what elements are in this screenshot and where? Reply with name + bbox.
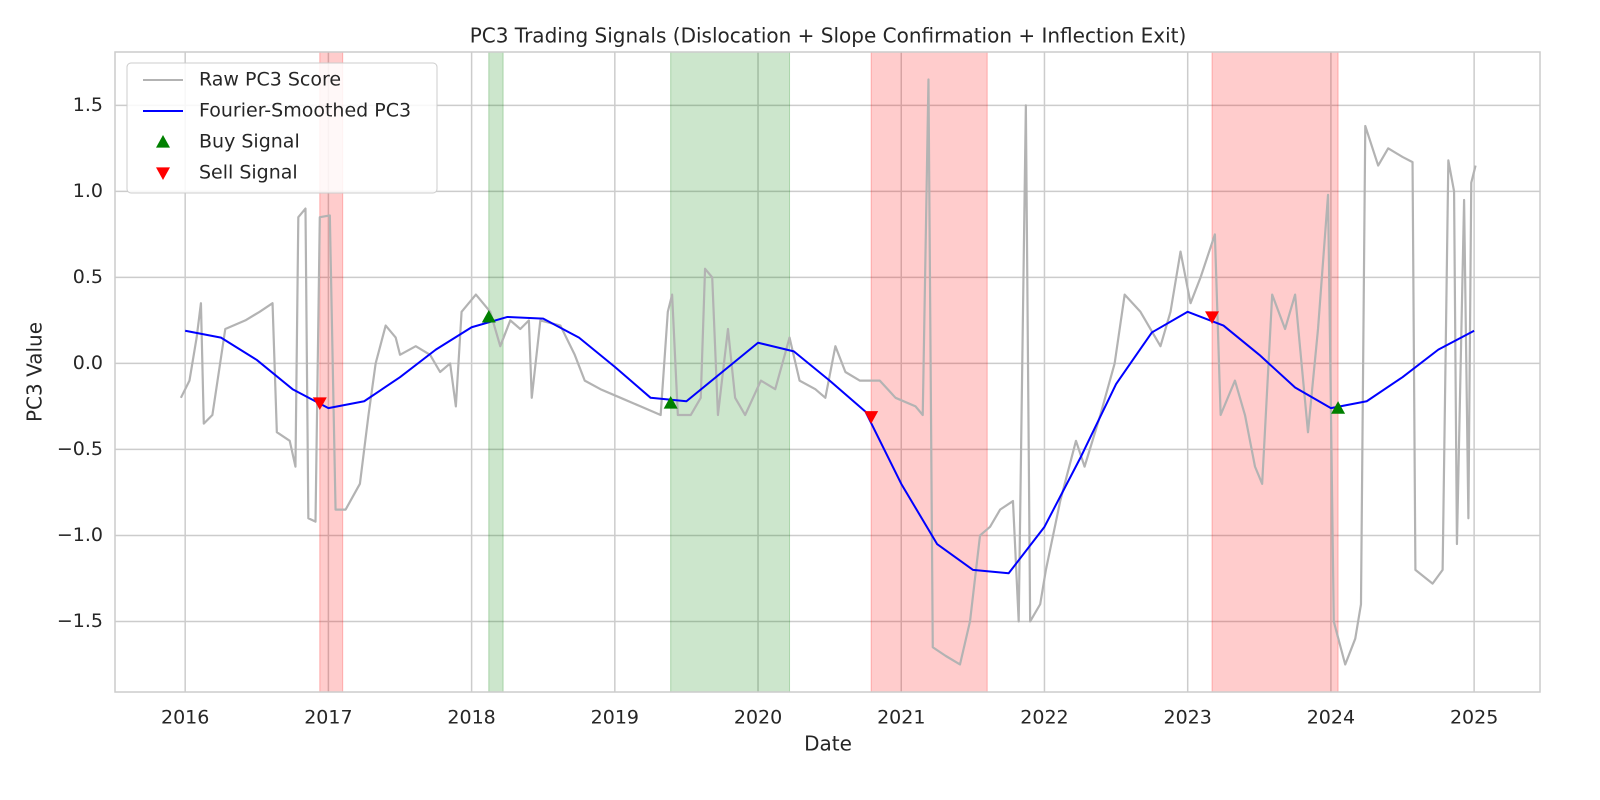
x-tick-label: 2019 [591,707,639,729]
legend-swatch [156,167,170,180]
y-axis-label: PC3 Value [23,322,47,422]
x-tick-label: 2025 [1450,707,1498,729]
legend-label: Buy Signal [199,131,300,153]
x-tick-label: 2021 [877,707,925,729]
legend-swatch [156,135,170,148]
signal-marker [1331,401,1346,414]
x-axis-label: Date [804,732,852,756]
legend-label: Sell Signal [199,162,298,184]
signal-marker [663,395,678,409]
y-tick-label: 1.0 [73,180,103,202]
y-tick-label: −1.0 [57,524,103,546]
x-tick-label: 2023 [1164,707,1212,729]
signal-span [670,51,791,693]
series-line [184,310,1475,575]
legend-label: Raw PC3 Score [199,69,341,91]
signal-span [488,51,504,693]
x-tick-label: 2022 [1020,707,1068,729]
signal-marker [481,309,496,323]
y-tick-label: −1.5 [57,610,103,632]
x-tick-label: 2018 [447,707,495,729]
x-tick-label: 2020 [734,707,782,729]
series-line [179,78,1477,666]
y-tick-label: 0.0 [73,352,103,374]
signal-marker [312,397,327,410]
chart-title: PC3 Trading Signals (Dislocation + Slope… [470,24,1187,48]
plot-frame [114,51,1541,693]
legend-label: Fourier-Smoothed PC3 [199,100,411,122]
x-tick-label: 2016 [161,707,209,729]
legend-box [126,62,438,194]
y-tick-label: 1.5 [73,94,103,116]
signal-span [1211,51,1339,693]
y-tick-label: 0.5 [73,266,103,288]
legend: Raw PC3 Score Fourier-Smoothed PC3 Buy Sig… [126,62,438,194]
y-tick-label: −0.5 [57,438,103,460]
x-tick-label: 2017 [304,707,352,729]
x-tick-label: 2024 [1307,707,1355,729]
signal-marker [864,411,879,424]
signal-marker [1205,311,1220,324]
